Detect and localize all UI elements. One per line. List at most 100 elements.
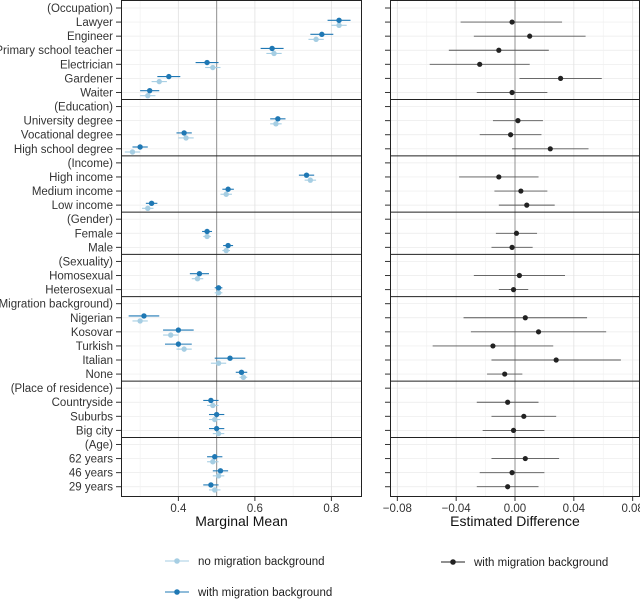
x-tick-label: 0.00 (504, 503, 526, 515)
point-nigerian (522, 315, 528, 321)
legend-key-point (174, 589, 180, 595)
point-italian (553, 357, 559, 363)
row-label-age: (Age) (85, 439, 113, 451)
row-label-nigerian: Nigerian (70, 313, 113, 325)
point-nigerian (137, 318, 143, 324)
point-high-school-degree (129, 149, 136, 155)
point-46-years (215, 473, 222, 479)
point-none (502, 371, 508, 377)
point-university-degree (275, 116, 281, 122)
point-lawyer (336, 22, 342, 28)
row-label-46-years: 46 years (69, 468, 113, 480)
row-label-kosovar: Kosovar (71, 327, 113, 339)
row-label-heterosexual: Heterosexual (45, 285, 113, 297)
point-electrician (210, 64, 216, 71)
point-italian (227, 355, 233, 361)
point-primary-school-teacher (496, 47, 502, 53)
x-tick-label: −0.08 (383, 503, 412, 515)
row-label-female: Female (75, 228, 113, 240)
point-kosovar (535, 329, 542, 335)
point-primary-school-teacher (269, 45, 275, 52)
point-lawyer (509, 19, 515, 25)
row-label-suburbs: Suburbs (70, 411, 113, 423)
point-medium-income (225, 186, 231, 192)
x-tick-label: 0.6 (247, 503, 263, 515)
point-male (223, 247, 229, 254)
point-vocational-degree (507, 132, 514, 138)
point-homosexual (194, 276, 201, 282)
row-label-high-income: High income (49, 172, 113, 184)
row-label-homosexual: Homosexual (49, 271, 113, 283)
point-primary-school-teacher (271, 50, 277, 57)
point-engineer (527, 33, 533, 39)
x-tick-label: −0.04 (442, 503, 472, 515)
x-tick-label: 0.4 (170, 503, 187, 515)
row-label-medium-income: Medium income (32, 186, 113, 198)
row-label-turkish: Turkish (76, 341, 113, 353)
point-turkish (175, 341, 182, 347)
marginal-mean-panel: 0.4 0.6 0.8 Marginal Mean (121, 0, 362, 529)
point-vocational-degree (183, 135, 189, 141)
point-medium-income (518, 188, 524, 194)
row-label-university-degree: University degree (24, 116, 113, 128)
legend-key-point (450, 559, 456, 565)
point-big-city (215, 430, 222, 437)
point-medium-income (223, 191, 229, 197)
panel-border (121, 0, 362, 497)
panel-background (121, 0, 362, 497)
point-62-years (212, 454, 218, 460)
point-kosovar (168, 332, 174, 338)
point-electrician (477, 61, 483, 67)
point-female (204, 233, 210, 240)
point-countryside (208, 397, 214, 404)
point-high-income (307, 177, 314, 183)
legend-key-point (174, 558, 180, 564)
point-high-income (496, 174, 502, 180)
point-waiter (509, 89, 515, 96)
point-male (509, 244, 515, 250)
point-turkish (490, 343, 496, 349)
point-lawyer (336, 17, 342, 23)
point-waiter (145, 92, 151, 99)
row-label-low-income: Low income (52, 200, 113, 212)
point-low-income (145, 205, 151, 212)
point-countryside (210, 402, 216, 409)
point-29-years (212, 487, 218, 493)
point-big-city (213, 425, 220, 432)
x-axis-title: Marginal Mean (195, 513, 288, 529)
row-label-income: (Income) (68, 158, 114, 170)
row-label-high-school-degree: High school degree (14, 144, 113, 156)
point-low-income (148, 200, 155, 207)
row-label-countryside: Countryside (52, 397, 113, 409)
legend-label: with migration background (197, 587, 332, 599)
row-label-occupation: (Occupation) (47, 3, 113, 15)
point-62-years (522, 455, 528, 462)
point-university-degree (515, 118, 521, 124)
point-waiter (146, 87, 153, 94)
point-university-degree (273, 121, 279, 127)
row-label-male: Male (88, 242, 113, 254)
x-tick-label: 0.8 (323, 503, 339, 515)
point-female (513, 230, 520, 236)
point-homosexual (516, 272, 523, 279)
row-labels: (Occupation) Lawyer Engineer Primary school… (0, 3, 390, 494)
x-axis-title: Estimated Difference (450, 513, 580, 529)
row-label-education: (Education) (54, 102, 113, 114)
point-gardener (156, 78, 162, 85)
point-high-school-degree (137, 144, 143, 150)
point-engineer (319, 31, 325, 38)
point-high-school-degree (547, 146, 553, 152)
row-label-lawyer: Lawyer (76, 17, 113, 29)
point-heterosexual (510, 287, 517, 293)
point-suburbs (213, 411, 220, 418)
row-label-waiter: Waiter (80, 87, 113, 99)
row-label-italian: Italian (82, 355, 113, 367)
row-label-migration-background: (Migration background) (0, 299, 113, 311)
point-62-years (210, 459, 216, 465)
legend-label: no migration background (198, 556, 325, 568)
row-label-big-city: Big city (76, 425, 113, 437)
point-electrician (204, 59, 210, 66)
point-heterosexual (215, 285, 222, 291)
estimated-difference-panel: −0.08 −0.04 0.00 0.04 0.08 Estimated Differen… (383, 0, 640, 529)
